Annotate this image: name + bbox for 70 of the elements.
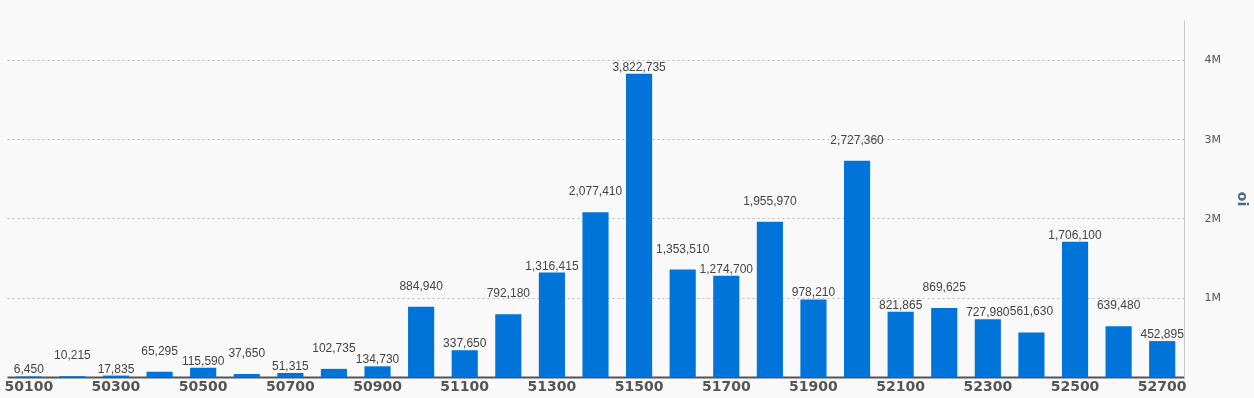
data-label: 37,650 bbox=[228, 346, 266, 361]
data-label: 134,730 bbox=[355, 352, 400, 367]
data-label: 17,835 bbox=[97, 361, 135, 376]
data-label: 1,353,510 bbox=[655, 241, 710, 256]
data-label: 6,450 bbox=[13, 362, 45, 377]
bar bbox=[364, 366, 391, 377]
x-tick-label: 51300 bbox=[527, 377, 577, 394]
y-tick-label: 3M bbox=[1204, 132, 1221, 146]
data-label: 1,274,700 bbox=[699, 261, 754, 276]
bar bbox=[756, 221, 783, 377]
bar bbox=[277, 372, 304, 377]
bar bbox=[974, 319, 1001, 377]
x-tick-label: 51700 bbox=[701, 377, 751, 394]
bar bbox=[582, 212, 609, 377]
bar bbox=[320, 368, 348, 377]
x-tick-label: 50300 bbox=[91, 377, 141, 394]
bar bbox=[495, 314, 522, 377]
bar bbox=[538, 272, 565, 377]
x-tick-label: 52500 bbox=[1050, 377, 1100, 394]
x-tick-label: 51500 bbox=[614, 377, 664, 394]
bar bbox=[1018, 332, 1045, 377]
y-axis-title: oi bbox=[1234, 191, 1251, 207]
data-label: 2,077,410 bbox=[568, 184, 623, 199]
bar bbox=[1061, 241, 1089, 377]
bar bbox=[800, 299, 827, 377]
bar bbox=[843, 160, 871, 377]
x-tick-label: 52300 bbox=[963, 377, 1013, 394]
x-tick-label: 50500 bbox=[178, 377, 228, 394]
bar bbox=[1105, 326, 1132, 377]
x-tick-label: 50900 bbox=[353, 377, 403, 394]
data-label: 884,940 bbox=[399, 278, 444, 293]
bar bbox=[451, 350, 478, 377]
x-tick-label: 52700 bbox=[1137, 377, 1187, 394]
data-label: 452,895 bbox=[1140, 327, 1185, 342]
x-tick-label: 50100 bbox=[4, 377, 54, 394]
data-label: 639,480 bbox=[1096, 298, 1141, 313]
bar bbox=[233, 374, 260, 377]
bar bbox=[669, 269, 696, 377]
data-label: 1,706,100 bbox=[1048, 227, 1103, 242]
data-label: 51,315 bbox=[272, 358, 310, 373]
bar bbox=[146, 371, 173, 377]
data-label: 337,650 bbox=[443, 336, 487, 351]
data-label: 869,625 bbox=[922, 280, 967, 295]
x-tick-label: 52100 bbox=[876, 377, 926, 394]
bar bbox=[931, 308, 958, 377]
data-label: 65,295 bbox=[141, 343, 179, 358]
data-label: 978,210 bbox=[791, 285, 836, 300]
y-tick-label: 1M bbox=[1204, 291, 1221, 305]
data-label: 1,955,970 bbox=[743, 193, 797, 208]
data-label: 727,980 bbox=[966, 305, 1010, 320]
data-label: 561,630 bbox=[1009, 304, 1054, 319]
y-tick-label: 4M bbox=[1204, 53, 1221, 67]
x-tick-label: 51100 bbox=[440, 377, 490, 394]
bar bbox=[713, 275, 740, 377]
data-label: 10,215 bbox=[54, 348, 92, 363]
y-tick-label: 2M bbox=[1204, 211, 1221, 225]
data-label: 792,180 bbox=[486, 286, 531, 301]
data-label: 821,865 bbox=[878, 297, 923, 312]
data-label: 115,590 bbox=[181, 353, 225, 368]
data-label: 1,316,415 bbox=[525, 258, 579, 273]
data-label: 102,735 bbox=[312, 340, 356, 355]
data-label: 3,822,735 bbox=[612, 59, 667, 74]
data-label: 2,727,360 bbox=[830, 132, 885, 147]
x-tick-label: 50700 bbox=[265, 377, 315, 394]
x-tick-label: 51900 bbox=[789, 377, 839, 394]
bar bbox=[408, 306, 435, 377]
bar bbox=[1149, 341, 1176, 377]
bar bbox=[626, 73, 653, 377]
bar bbox=[887, 311, 914, 377]
bar bbox=[190, 367, 217, 377]
